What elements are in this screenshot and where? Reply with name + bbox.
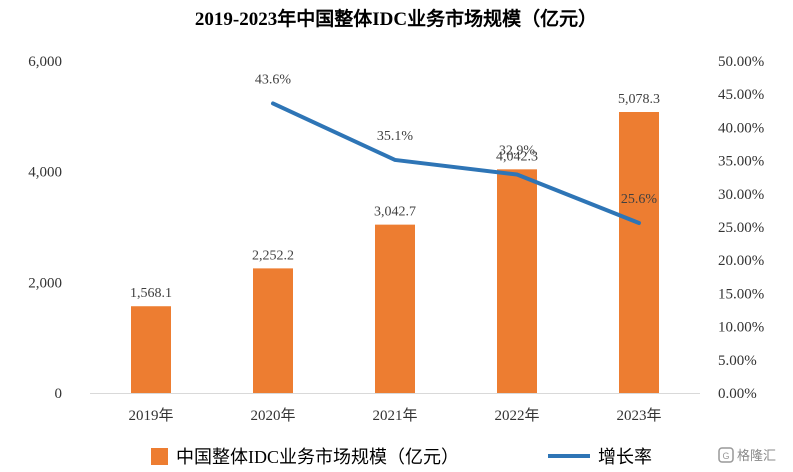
growth-rate-series: 43.6% 35.1% 32.9% 25.6% <box>255 72 658 226</box>
right-tick-label: 45.00% <box>718 87 764 103</box>
right-tick-label: 5.00% <box>718 353 757 369</box>
growth-rate-label: 32.9% <box>499 144 536 159</box>
right-tick-label: 30.00% <box>718 187 764 203</box>
x-tick-label: 2021年 <box>372 407 417 424</box>
left-tick-label: 2,000 <box>28 275 62 291</box>
right-tick-label: 25.00% <box>718 220 764 236</box>
bar-value-label: 2,252.2 <box>252 248 294 263</box>
bar <box>619 112 659 393</box>
bar-value-label: 3,042.7 <box>374 205 416 220</box>
left-tick-label: 0 <box>55 386 63 402</box>
watermark-logo-icon <box>718 447 734 463</box>
growth-rate-label: 25.6% <box>621 192 658 207</box>
right-tick-label: 15.00% <box>718 286 764 302</box>
bar <box>253 268 293 393</box>
bar <box>131 306 171 393</box>
left-tick-label: 4,000 <box>28 165 62 181</box>
right-tick-label: 0.00% <box>718 386 757 402</box>
left-y-axis: 0 2,000 4,000 6,000 <box>28 54 62 402</box>
bar-value-label: 4,042.3 <box>496 149 538 164</box>
x-tick-label: 2020年 <box>250 407 295 424</box>
x-tick-label: 2023年 <box>616 407 661 424</box>
bar <box>375 224 415 393</box>
bar-value-label: 1,568.1 <box>130 286 172 301</box>
x-tick-label: 2022年 <box>494 407 539 424</box>
legend-line-label: 增长率 <box>598 447 652 467</box>
bar-series: 1,568.1 2,252.2 3,042.7 4,042.3 5,078.3 <box>130 92 660 393</box>
legend-bar-label: 中国整体IDC业务市场规模（亿元） <box>176 447 459 467</box>
watermark: G 格隆汇 <box>718 447 776 463</box>
x-axis: 2019年 2020年 2021年 2022年 2023年 <box>90 393 700 424</box>
bar-value-label: 5,078.3 <box>618 92 660 107</box>
growth-rate-line <box>271 101 641 226</box>
legend-bar-swatch <box>151 448 168 465</box>
watermark-text: 格隆汇 <box>737 448 776 463</box>
right-tick-label: 35.00% <box>718 154 764 170</box>
right-tick-label: 20.00% <box>718 253 764 269</box>
right-tick-label: 50.00% <box>718 54 764 70</box>
right-tick-label: 10.00% <box>718 320 764 336</box>
bar <box>497 169 537 393</box>
chart-title: 2019-2023年中国整体IDC业务市场规模（亿元） <box>195 7 597 30</box>
growth-rate-label: 35.1% <box>377 129 414 144</box>
legend: 中国整体IDC业务市场规模（亿元） 增长率 <box>151 447 652 467</box>
right-y-axis: 0.00% 5.00% 10.00% 15.00% 20.00% 25.00% 30.00%… <box>718 54 764 402</box>
watermark-logo-glyph: G <box>722 451 729 461</box>
right-tick-label: 40.00% <box>718 120 764 136</box>
left-tick-label: 6,000 <box>28 54 62 70</box>
growth-rate-label: 43.6% <box>255 72 292 87</box>
x-tick-label: 2019年 <box>128 407 173 424</box>
